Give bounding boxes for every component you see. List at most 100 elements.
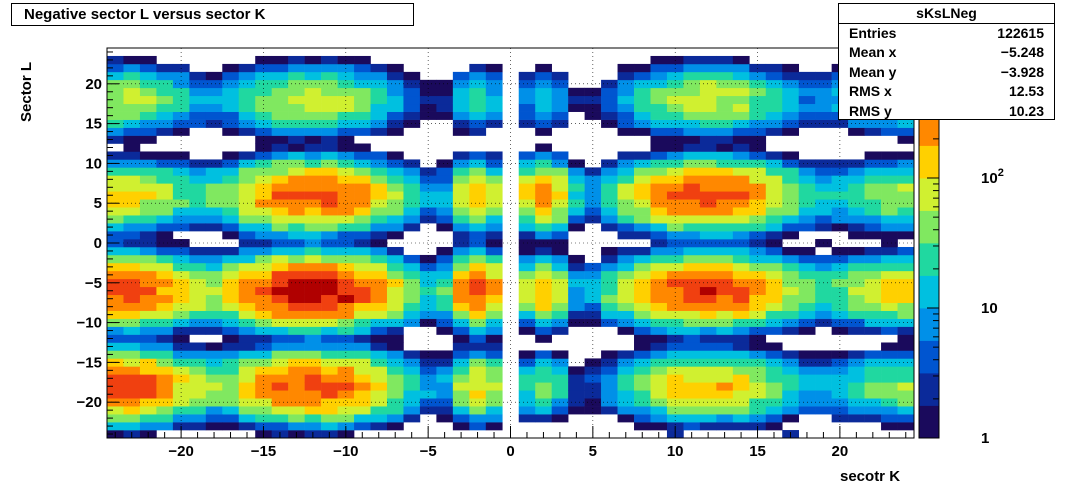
- heatmap-cell: [716, 326, 734, 335]
- heatmap-cell: [337, 151, 355, 160]
- heatmap-cell: [189, 215, 207, 224]
- heatmap-cell: [634, 278, 651, 288]
- heatmap-cell: [288, 55, 305, 65]
- heatmap-cell: [189, 183, 207, 192]
- heatmap-cell: [617, 87, 635, 97]
- heatmap-cell: [666, 414, 684, 423]
- heatmap-cell: [650, 207, 668, 216]
- heatmap-cell: [782, 231, 800, 240]
- heatmap-cell: [304, 422, 322, 431]
- heatmap-cell: [699, 151, 717, 160]
- heatmap-cell: [156, 95, 174, 105]
- heatmap-cell: [765, 87, 783, 97]
- heatmap-cell: [765, 406, 783, 415]
- heatmap-cell: [304, 390, 322, 399]
- heatmap-cell: [782, 63, 800, 73]
- heatmap-cell: [831, 278, 849, 288]
- heatmap-cell: [288, 254, 305, 264]
- heatmap-cell: [683, 406, 701, 415]
- heatmap-cell: [732, 422, 750, 431]
- heatmap-cell: [601, 318, 618, 327]
- heatmap-cell: [386, 302, 404, 311]
- heatmap-cell: [666, 111, 684, 120]
- heatmap-cell: [650, 191, 668, 200]
- heatmap-cell: [386, 374, 404, 383]
- heatmap-cell: [288, 159, 305, 168]
- heatmap-cell: [205, 119, 223, 128]
- heatmap-cell: [584, 191, 602, 200]
- heatmap-cell: [156, 231, 174, 240]
- heatmap-cell: [518, 374, 536, 383]
- heatmap-cell: [419, 318, 437, 327]
- heatmap-cell: [897, 358, 915, 367]
- heatmap-cell: [337, 374, 355, 383]
- heatmap-cell: [732, 143, 750, 152]
- colorbar-tick-label: 10: [981, 300, 998, 317]
- heatmap-cell: [617, 79, 635, 89]
- heatmap-cell: [749, 135, 767, 144]
- heatmap-cell: [123, 95, 141, 105]
- heatmap-cell: [831, 366, 849, 375]
- heatmap-cell: [864, 382, 882, 391]
- heatmap-cell: [864, 350, 882, 359]
- heatmap-cell: [749, 95, 767, 105]
- heatmap-cell: [156, 414, 174, 423]
- heatmap-cell: [321, 390, 338, 399]
- heatmap-cell: [666, 390, 684, 399]
- heatmap-cell: [288, 151, 305, 160]
- heatmap-cell: [370, 390, 388, 399]
- heatmap-cell: [683, 262, 701, 272]
- heatmap-cell: [469, 127, 487, 136]
- heatmap-cell: [452, 326, 470, 335]
- heatmap-cell: [419, 87, 437, 97]
- heatmap-cell: [617, 390, 635, 399]
- heatmap-cell: [782, 286, 800, 296]
- stats-row-mean-x: Mean x −5.248: [839, 43, 1054, 62]
- heatmap-cell: [634, 167, 651, 176]
- heatmap-cell: [419, 302, 437, 311]
- heatmap-cell: [139, 270, 157, 280]
- heatmap-cell: [189, 366, 207, 375]
- heatmap-cell: [749, 159, 767, 168]
- heatmap-cell: [535, 191, 552, 200]
- heatmap-cell: [568, 191, 585, 200]
- heatmap-cell: [584, 374, 602, 383]
- heatmap-cell: [617, 215, 635, 224]
- heatmap-cell: [518, 406, 536, 415]
- heatmap-cell: [452, 310, 470, 319]
- heatmap-cell: [535, 270, 552, 280]
- heatmap-cell: [699, 175, 717, 184]
- heatmap-cell: [699, 334, 717, 343]
- heatmap-cell: [881, 366, 898, 375]
- heatmap-cell: [732, 207, 750, 216]
- heatmap-cell: [765, 358, 783, 367]
- heatmap-cell: [634, 286, 651, 296]
- heatmap-cell: [782, 79, 800, 89]
- heatmap-cell: [634, 342, 651, 351]
- heatmap-cell: [535, 286, 552, 296]
- heatmap-cell: [436, 199, 454, 208]
- heatmap-cell: [897, 135, 915, 144]
- heatmap-cell: [732, 71, 750, 81]
- heatmap-cell: [716, 119, 734, 128]
- heatmap-cell: [271, 55, 289, 65]
- heatmap-cell: [749, 79, 767, 89]
- heatmap-cell: [848, 167, 865, 176]
- heatmap-cell: [798, 302, 816, 311]
- heatmap-cell: [469, 414, 487, 423]
- heatmap-cell: [716, 135, 734, 144]
- heatmap-cell: [848, 406, 865, 415]
- heatmap-cell: [634, 414, 651, 423]
- heatmap-cell: [749, 406, 767, 415]
- heatmap-cell: [354, 262, 371, 272]
- heatmap-cell: [419, 374, 437, 383]
- heatmap-cell: [139, 406, 157, 415]
- heatmap-cell: [205, 95, 223, 105]
- heatmap-cell: [699, 382, 717, 391]
- heatmap-cell: [782, 87, 800, 97]
- heatmap-cell: [535, 262, 552, 272]
- heatmap-cell: [288, 127, 305, 136]
- heatmap-cell: [518, 207, 536, 216]
- heatmap-cell: [107, 294, 124, 303]
- heatmap-cell: [469, 342, 487, 351]
